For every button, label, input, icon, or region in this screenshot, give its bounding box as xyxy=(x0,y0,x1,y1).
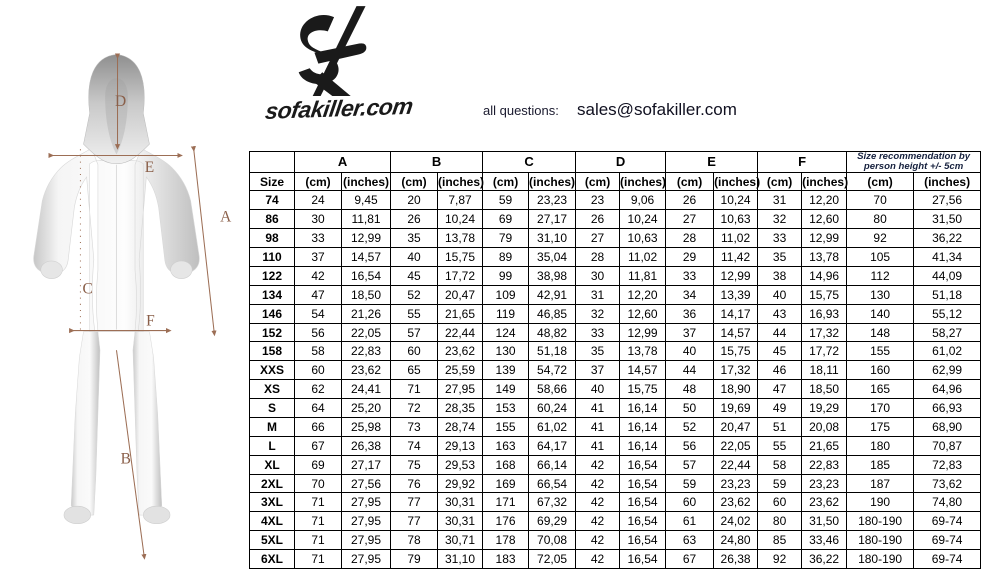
svg-text:D: D xyxy=(115,93,126,110)
svg-text:E: E xyxy=(145,159,154,176)
svg-text:F: F xyxy=(146,312,155,329)
svg-text:A: A xyxy=(220,208,232,225)
svg-text:B: B xyxy=(121,450,131,467)
svg-text:C: C xyxy=(82,280,92,297)
